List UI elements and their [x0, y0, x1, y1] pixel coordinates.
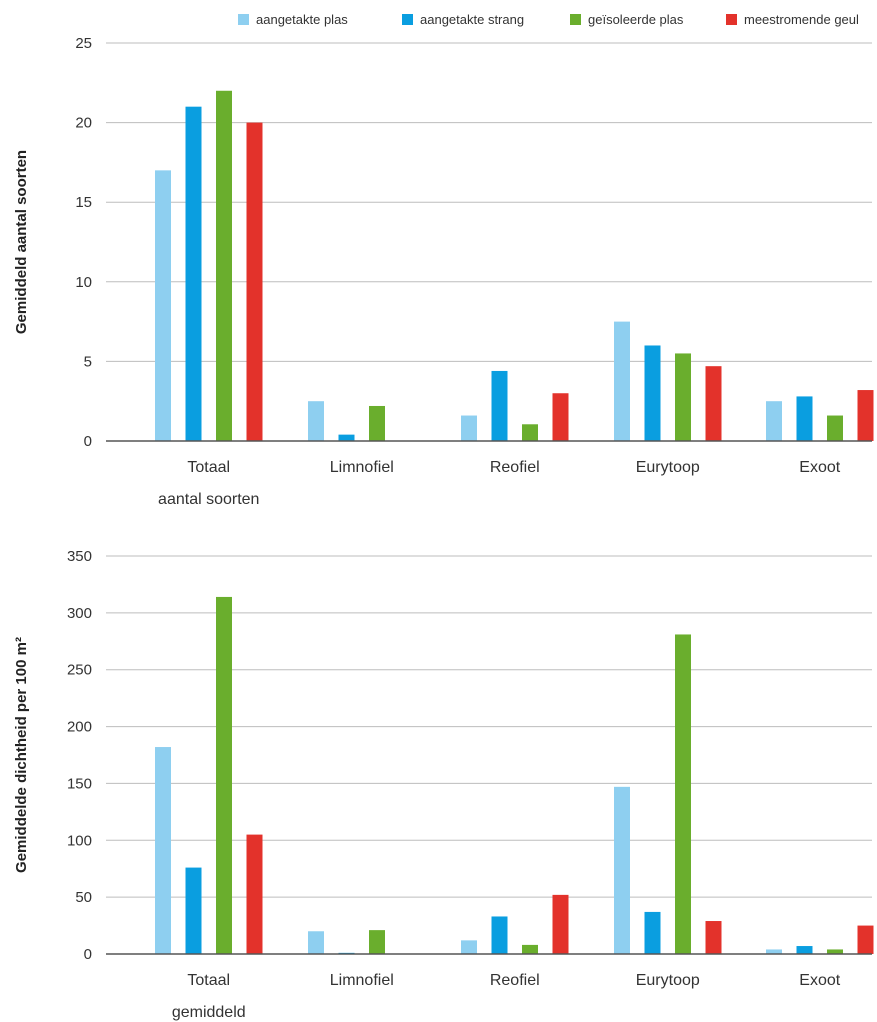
- bar: [369, 405, 385, 441]
- bar: [155, 170, 171, 442]
- bar: [246, 122, 263, 441]
- y-tick-label: 100: [67, 832, 92, 849]
- bar: [766, 949, 782, 954]
- y-tick-label: 150: [67, 775, 92, 792]
- bar: [644, 911, 661, 954]
- bar: [185, 867, 202, 954]
- y-tick-label: 350: [67, 548, 92, 565]
- legend-label: aangetakte strang: [420, 12, 525, 27]
- y-tick-label: 250: [67, 662, 92, 679]
- bar: [644, 345, 661, 441]
- y-tick-label: 15: [75, 194, 92, 211]
- bar: [705, 921, 722, 954]
- x-tick-label: aantal soorten: [158, 491, 259, 508]
- x-tick-label: gemiddeld: [172, 1004, 246, 1021]
- legend-label: meestromende geul: [744, 12, 859, 27]
- x-tick-label: Exoot: [799, 459, 840, 476]
- x-tick-label: Limnofiel: [330, 459, 394, 476]
- bar: [552, 894, 569, 954]
- x-tick-label: Totaal: [187, 459, 230, 476]
- bar: [796, 396, 813, 441]
- bar: [522, 424, 538, 441]
- x-tick-label: Reofiel: [490, 972, 540, 989]
- y-tick-label: 0: [84, 946, 92, 963]
- bar: [369, 930, 385, 954]
- y-axis-title: Gemiddelde dichtheid per 100 m²: [13, 637, 30, 873]
- x-tick-label: Eurytoop: [636, 972, 700, 989]
- bar: [552, 393, 569, 441]
- x-tick-label: Eurytoop: [636, 459, 700, 476]
- bar: [827, 949, 843, 954]
- density-chart: 0 50 100 150 200 250 300 350 Gemiddelde dichthei…: [13, 548, 874, 1021]
- legend-item: meestromende geul: [726, 12, 859, 27]
- bar: [766, 401, 782, 441]
- bar: [461, 940, 477, 954]
- bar: [796, 946, 813, 954]
- bar: [675, 634, 691, 954]
- bar: [246, 834, 263, 954]
- bar: [614, 321, 630, 441]
- y-tick-label: 50: [75, 889, 92, 906]
- legend-swatch: [726, 14, 737, 25]
- y-tick-label: 300: [67, 605, 92, 622]
- legend-item: geïsoleerde plas: [570, 12, 683, 27]
- bar: [705, 366, 722, 441]
- bar: [614, 786, 630, 954]
- bar: [308, 931, 324, 954]
- legend-swatch: [570, 14, 581, 25]
- legend-label: geïsoleerde plas: [588, 12, 684, 27]
- species-count-chart: 0 5 10 15 20 25 Gemiddeld aantal soorten Totaal…: [13, 35, 874, 508]
- bar: [522, 944, 538, 954]
- legend-swatch: [238, 14, 249, 25]
- bar: [155, 747, 171, 954]
- bar: [857, 925, 874, 954]
- y-axis-title: Gemiddeld aantal soorten: [13, 150, 30, 334]
- x-tick-label: Reofiel: [490, 459, 540, 476]
- legend-label: aangetakte plas: [256, 12, 348, 27]
- y-tick-label: 25: [75, 35, 92, 52]
- legend-item: aangetakte plas: [238, 12, 348, 27]
- bar: [216, 90, 232, 441]
- chart-legend: aangetakte plas aangetakte strang geïsolee…: [0, 0, 877, 40]
- y-tick-label: 5: [84, 353, 92, 370]
- x-tick-label: Limnofiel: [330, 972, 394, 989]
- bar: [857, 390, 874, 441]
- bar: [461, 415, 477, 441]
- bar: [185, 106, 202, 442]
- legend-item: aangetakte strang: [402, 12, 524, 27]
- x-tick-label: Exoot: [799, 972, 840, 989]
- bar: [675, 353, 691, 441]
- bar: [308, 401, 324, 441]
- y-tick-label: 10: [75, 274, 92, 291]
- bar: [491, 370, 508, 441]
- bar: [338, 434, 355, 441]
- bar: [827, 415, 843, 441]
- x-tick-label: Totaal: [187, 972, 230, 989]
- y-tick-label: 0: [84, 433, 92, 450]
- bar: [491, 916, 508, 954]
- legend-swatch: [402, 14, 413, 25]
- y-tick-label: 200: [67, 719, 92, 736]
- bar: [216, 596, 232, 954]
- y-tick-label: 20: [75, 115, 92, 132]
